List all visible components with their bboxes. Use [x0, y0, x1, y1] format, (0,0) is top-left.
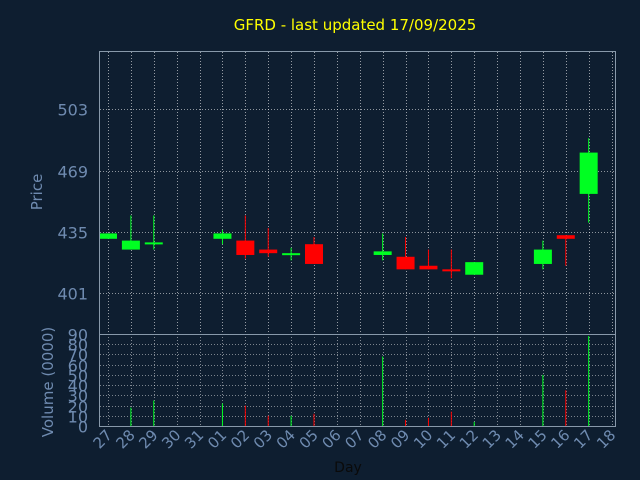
price-axis-label: Price	[28, 174, 46, 211]
volume-tick-label: 20	[68, 398, 88, 417]
volume-tick-label: 70	[68, 346, 88, 365]
candle-body	[465, 262, 484, 275]
volume-gridlines	[100, 334, 615, 427]
volume-tick-label: 80	[68, 336, 88, 355]
candle-body	[419, 265, 438, 270]
price-tick-label: 503	[57, 101, 88, 120]
candle-body	[213, 233, 232, 239]
price-gridlines	[100, 52, 615, 334]
volume-tick-label: 0	[78, 418, 88, 437]
candle-body	[396, 256, 415, 270]
candle-body	[236, 240, 255, 255]
price-tick-label: 469	[57, 163, 88, 182]
volume-axis-label: Volume (0000)	[39, 327, 57, 437]
candle-body	[282, 253, 301, 256]
day-tick-labels: 2728293031010203040506070809101112131415…	[90, 426, 620, 452]
price-tick-label: 401	[57, 285, 88, 304]
volume-tick-label: 90	[68, 326, 88, 345]
candle-body	[121, 240, 140, 250]
price-tick-label: 435	[57, 224, 88, 243]
candle-body	[533, 249, 552, 264]
chart-title: GFRD - last updated 17/09/2025	[234, 16, 477, 34]
candle-body	[373, 251, 392, 255]
volume-bars	[130, 336, 590, 426]
candle-body	[259, 249, 278, 254]
volume-tick-label: 30	[68, 387, 88, 406]
volume-plot-frame	[99, 334, 616, 427]
volume-tick-label: 50	[68, 367, 88, 386]
price-candles	[99, 138, 598, 279]
candle-body	[305, 244, 323, 264]
volume-tick-label: 10	[68, 408, 88, 427]
x-axis-label: Day	[334, 460, 362, 476]
candle-body	[144, 242, 163, 245]
price-tick-labels: 401 435 469 503	[57, 101, 88, 304]
day-tick-label: 18	[593, 426, 619, 452]
price-plot-frame	[99, 51, 616, 335]
volume-tick-label: 40	[68, 377, 88, 396]
volume-tick-label: 60	[68, 357, 88, 376]
candle-body	[99, 233, 117, 239]
candle-body	[556, 235, 575, 239]
candle-body	[579, 152, 598, 194]
candle-body	[442, 269, 461, 272]
